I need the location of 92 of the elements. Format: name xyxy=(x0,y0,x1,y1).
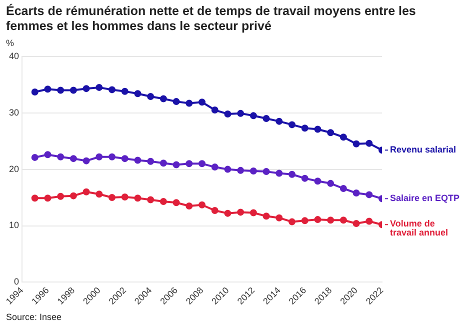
point xyxy=(147,92,154,100)
point xyxy=(134,90,142,98)
point xyxy=(327,129,334,136)
point xyxy=(108,86,116,94)
y-tick-label: 30 xyxy=(8,107,20,118)
point xyxy=(262,168,270,176)
point xyxy=(96,84,103,91)
y-tick-label: 0 xyxy=(14,276,20,287)
point xyxy=(31,194,38,202)
point xyxy=(121,155,128,162)
point xyxy=(44,194,52,202)
point xyxy=(327,180,334,187)
legend-label: Revenu salarial xyxy=(390,144,456,155)
point xyxy=(340,184,347,192)
point xyxy=(172,98,180,106)
point xyxy=(108,153,116,160)
point xyxy=(301,174,308,182)
point xyxy=(96,190,103,198)
point xyxy=(160,95,167,102)
point xyxy=(211,207,218,214)
point xyxy=(237,166,244,174)
legend-label: Volume de travail annuel xyxy=(390,218,448,238)
point xyxy=(31,154,38,161)
point xyxy=(121,88,128,95)
point xyxy=(352,190,360,197)
point xyxy=(288,218,296,226)
point xyxy=(82,157,90,164)
point xyxy=(262,212,270,220)
point xyxy=(57,153,64,160)
chart-title: Écarts de rémunération nette et de temps de travail moyens entre les femmes et les hommes dans le secteur privé xyxy=(5,2,417,35)
point xyxy=(288,170,296,178)
point xyxy=(237,110,244,117)
point xyxy=(288,121,296,128)
point xyxy=(340,134,347,141)
point xyxy=(57,86,64,94)
point xyxy=(327,216,334,224)
point xyxy=(314,126,322,133)
point xyxy=(276,118,283,125)
point xyxy=(108,194,116,202)
point xyxy=(198,98,206,106)
point xyxy=(314,216,322,224)
point xyxy=(224,166,232,173)
point xyxy=(134,156,142,164)
point xyxy=(250,209,257,216)
point xyxy=(366,140,373,147)
point xyxy=(147,158,154,165)
point xyxy=(366,218,373,225)
point xyxy=(237,208,244,216)
point xyxy=(186,100,193,107)
point xyxy=(44,151,52,158)
point xyxy=(44,86,52,93)
point xyxy=(198,160,206,168)
point xyxy=(160,160,167,167)
point xyxy=(70,155,77,162)
y-tick-label: 20 xyxy=(8,164,20,174)
point xyxy=(198,201,206,208)
point xyxy=(82,85,90,92)
source-note: Source: Insee xyxy=(5,312,63,322)
point xyxy=(250,112,257,120)
point xyxy=(160,198,167,205)
point xyxy=(70,86,77,94)
point xyxy=(352,220,360,227)
point xyxy=(366,191,373,198)
point xyxy=(276,170,283,177)
point xyxy=(301,124,308,132)
point xyxy=(172,161,180,168)
point xyxy=(186,160,193,168)
y-tick-label: 40 xyxy=(8,50,20,61)
point xyxy=(224,110,232,118)
point xyxy=(301,217,308,224)
point xyxy=(224,210,232,217)
point xyxy=(70,192,77,200)
y-tick-label: 10 xyxy=(8,220,20,230)
point xyxy=(82,188,90,196)
point xyxy=(186,202,193,210)
point xyxy=(31,88,38,96)
point xyxy=(276,214,283,222)
point xyxy=(211,164,218,171)
point xyxy=(121,193,128,200)
point xyxy=(314,178,322,185)
legend-label: Salaire en EQTP xyxy=(390,193,460,204)
point xyxy=(96,153,103,160)
point xyxy=(134,194,142,202)
point xyxy=(57,192,64,200)
point xyxy=(352,140,360,148)
y-axis-title: % xyxy=(5,38,16,48)
point xyxy=(250,167,257,174)
point xyxy=(172,199,180,206)
point xyxy=(340,216,347,224)
point xyxy=(211,106,218,114)
point xyxy=(147,196,154,204)
point xyxy=(262,114,270,122)
